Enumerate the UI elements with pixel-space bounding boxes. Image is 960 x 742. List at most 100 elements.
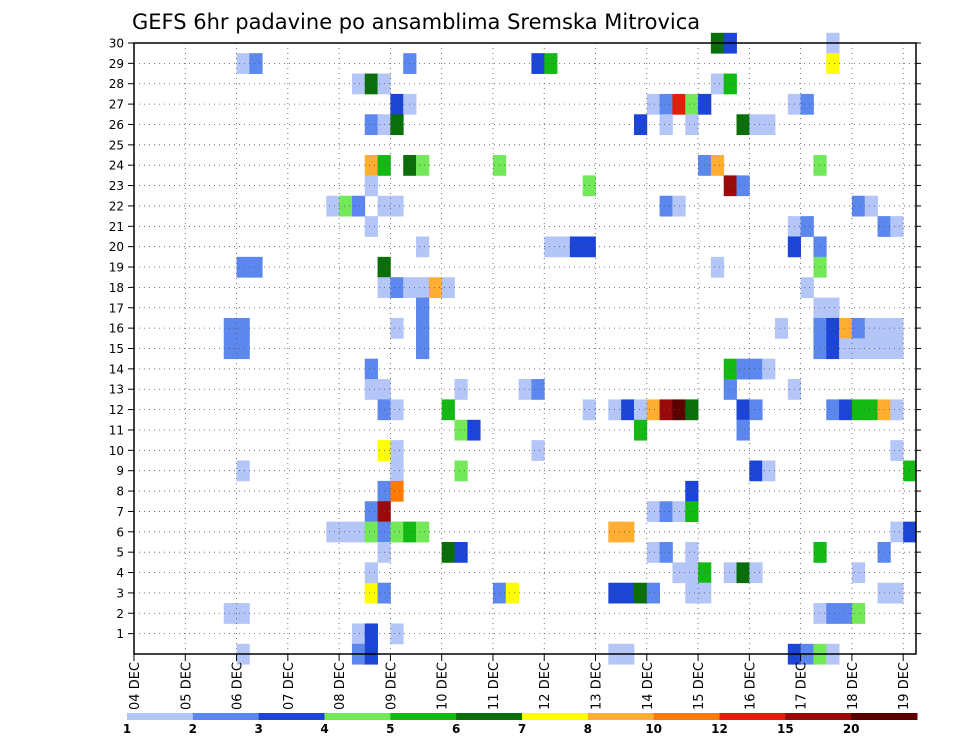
heatmap-cell — [351, 73, 366, 95]
heatmap-cell — [505, 582, 519, 604]
y-tick-label: 28 — [109, 77, 124, 91]
heatmap-cell — [441, 541, 455, 563]
heatmap-cell — [736, 114, 750, 136]
legend-label: 2 — [189, 722, 197, 736]
heatmap-cell — [890, 317, 904, 339]
x-tick-label: 17 DEC — [795, 662, 810, 710]
y-tick-label: 23 — [109, 179, 124, 193]
heatmap-cell — [685, 501, 699, 523]
heatmap-cell — [762, 358, 776, 380]
heatmap-cell — [531, 53, 545, 74]
y-tick-label: 6 — [116, 525, 124, 539]
y-tick-label: 20 — [109, 240, 124, 254]
x-tick-label: 14 DEC — [641, 662, 656, 710]
color-legend: 1 2 3 4 5 6 7 8 10 12 15 20 — [123, 713, 918, 736]
heatmap-cell — [223, 317, 237, 339]
heatmap-cell — [762, 114, 776, 136]
x-tick-label: 11 DEC — [487, 662, 502, 710]
legend-label: 15 — [777, 722, 794, 736]
heatmap-cell — [813, 297, 827, 319]
heatmap-cell — [890, 216, 904, 237]
x-tick-label: 04 DEC — [128, 662, 143, 710]
heatmap-cell — [749, 399, 763, 421]
legend-label: 1 — [123, 722, 131, 736]
heatmap-cell — [864, 317, 878, 339]
heatmap-cell — [454, 460, 468, 482]
heatmap-cell — [544, 53, 558, 74]
heatmap-cell — [416, 338, 430, 360]
heatmap-cell — [864, 195, 878, 217]
legend-label: 5 — [386, 722, 394, 736]
heatmap-cell — [826, 603, 840, 624]
heatmap-cell — [749, 460, 763, 482]
heatmap-cell — [800, 277, 814, 298]
heatmap-cell — [723, 562, 737, 584]
heatmap-cell — [390, 480, 404, 502]
x-tick-label: 13 DEC — [590, 662, 605, 710]
heatmap-cell — [249, 53, 263, 74]
x-axis: 04 DEC 05 DEC 06 DEC 07 DEC 08 DEC 09 DEC 10 D… — [128, 654, 912, 710]
y-tick-label: 10 — [109, 444, 124, 458]
heatmap-cell — [813, 155, 827, 176]
heatmap-cell — [826, 317, 840, 339]
heatmap-cell — [813, 317, 827, 339]
heatmap-cell — [236, 53, 250, 74]
legend-swatch — [851, 713, 918, 720]
legend-label: 20 — [843, 722, 860, 736]
heatmap-cell — [864, 399, 878, 421]
heatmap-cell — [826, 399, 840, 421]
heatmap-cell — [685, 480, 699, 502]
legend-swatch — [719, 713, 786, 720]
heatmap-cell — [851, 317, 866, 339]
heatmap-cell — [890, 582, 904, 604]
heatmap-cell — [890, 399, 904, 421]
legend-swatch — [785, 713, 852, 720]
heatmap-cell — [364, 73, 378, 95]
heatmap-cell — [249, 256, 263, 278]
heatmap-cell — [646, 399, 661, 421]
heatmap-cell — [416, 317, 430, 339]
heatmap-cell — [851, 338, 866, 360]
heatmap-cell — [839, 399, 853, 421]
legend-label: 8 — [584, 722, 592, 736]
heatmap-cell — [826, 297, 840, 319]
legend-label: 10 — [645, 722, 662, 736]
heatmap-cell — [826, 53, 840, 74]
heatmap-cell — [454, 419, 468, 441]
heatmap-cell — [813, 256, 827, 278]
y-tick-label: 26 — [109, 118, 124, 132]
heatmap-cell — [364, 358, 378, 380]
heatmap-cell — [749, 358, 763, 380]
heatmap-cell — [813, 338, 827, 360]
heatmap-cell — [364, 501, 378, 523]
heatmap-cell — [710, 155, 725, 176]
heatmap-cell — [633, 582, 648, 604]
heatmap-cell — [569, 236, 584, 258]
heatmap-cell — [390, 440, 404, 461]
heatmap-cell — [236, 460, 250, 482]
y-tick-label: 12 — [109, 403, 124, 417]
heatmap-cell — [339, 195, 353, 217]
y-tick-label: 17 — [109, 301, 124, 315]
heatmap-cell — [236, 338, 250, 360]
heatmap-cell — [685, 114, 699, 136]
heatmap-cell — [390, 195, 404, 217]
heatmap-cell — [659, 399, 673, 421]
heatmap-cell — [851, 399, 866, 421]
heatmap-cell — [685, 93, 699, 115]
heatmap-cell — [236, 317, 250, 339]
heatmap-cell — [646, 541, 661, 563]
heatmap-cell — [659, 541, 673, 563]
heatmap-cells — [223, 32, 917, 665]
heatmap-cell — [351, 521, 366, 543]
heatmap-cell — [236, 256, 250, 278]
heatmap-cell — [454, 379, 468, 400]
y-tick-label: 29 — [109, 57, 124, 71]
heatmap-cell — [659, 93, 673, 115]
heatmap-cell — [723, 175, 737, 197]
legend-swatch — [324, 713, 391, 720]
heatmap-cell — [749, 562, 763, 584]
heatmap-cell — [621, 521, 635, 543]
heatmap-cell — [800, 216, 814, 237]
